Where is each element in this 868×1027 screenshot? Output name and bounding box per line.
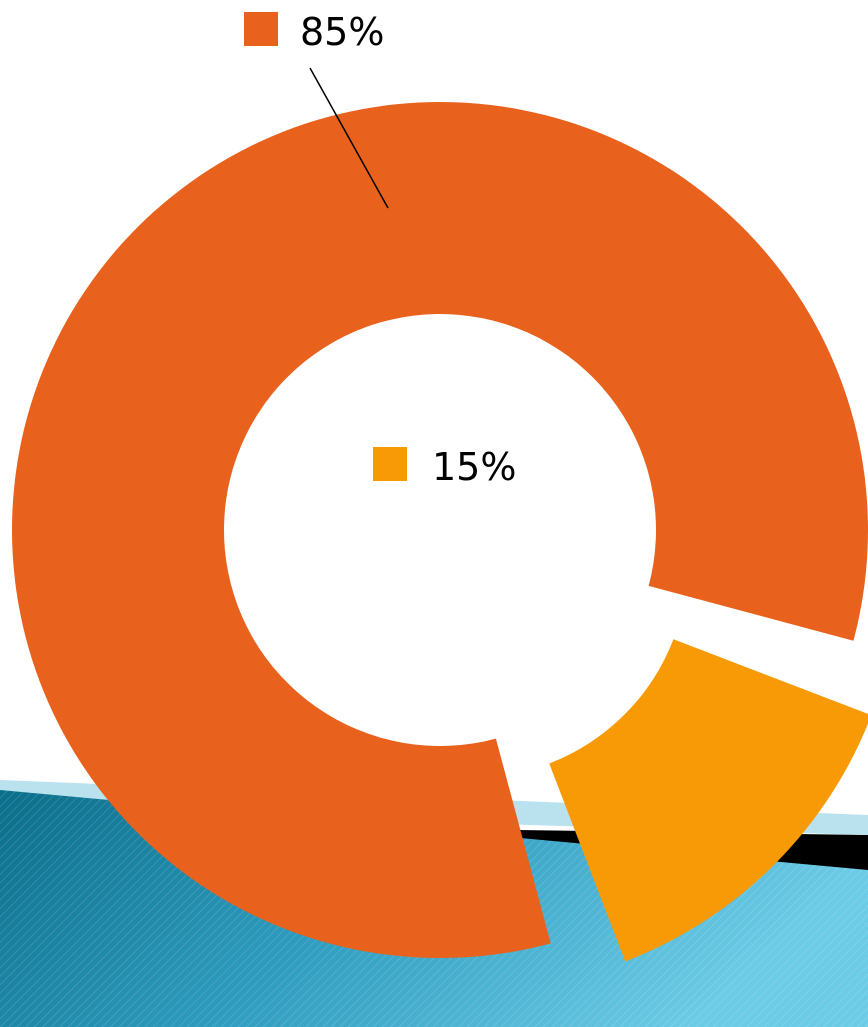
legend-entry-15: 15% (373, 445, 516, 489)
donut-slices (11, 101, 868, 962)
legend-label-85: 85% (300, 10, 384, 54)
legend-label-15: 15% (432, 445, 516, 489)
donut-slice-15 (549, 639, 868, 962)
legend-entry-85: 85% (244, 10, 384, 54)
legend-swatch-15 (373, 447, 407, 481)
legend-swatch-85 (244, 12, 278, 46)
leader-line-85 (309, 67, 389, 209)
donut-slice-85 (11, 101, 868, 958)
